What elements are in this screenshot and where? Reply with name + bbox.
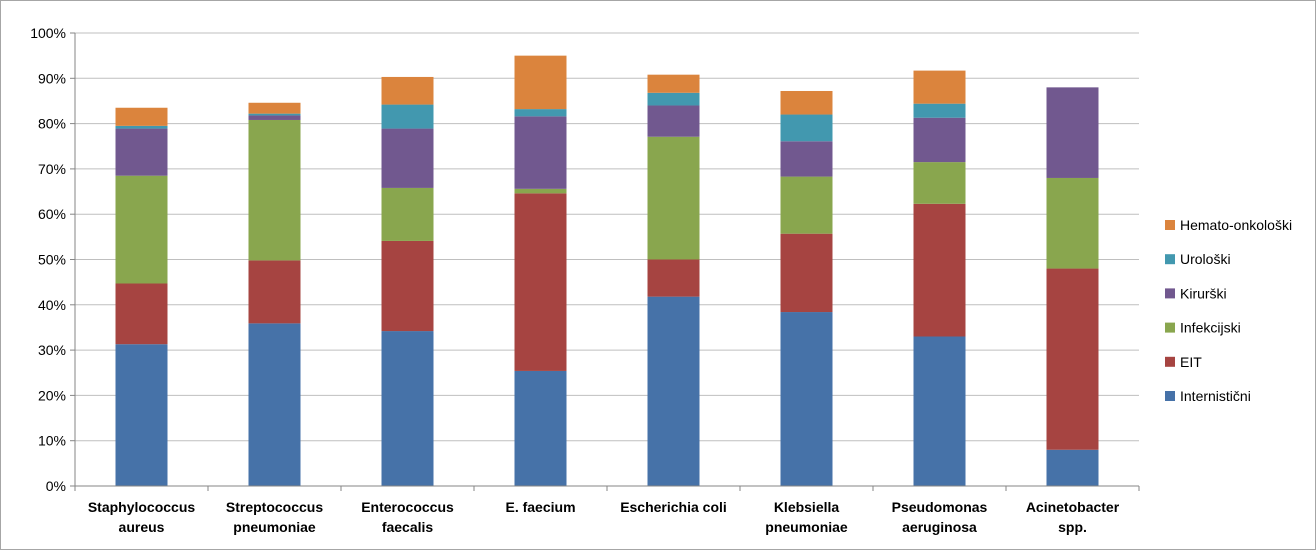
bar-segment-kiru-ki bbox=[647, 105, 700, 137]
legend-swatch bbox=[1165, 356, 1175, 367]
legend-swatch bbox=[1165, 391, 1175, 401]
x-category-label: Enterococcus faecalis bbox=[361, 499, 454, 535]
x-category-label: Escherichia coli bbox=[620, 499, 727, 515]
x-category-label: Acinetobacter spp. bbox=[1026, 499, 1120, 535]
bar-segment-urolo-ki bbox=[248, 113, 301, 116]
bar-segment-internisti-ni bbox=[381, 331, 434, 486]
bar-segment-hemato-onkolo-ki bbox=[913, 70, 966, 104]
y-tick-label: 40% bbox=[38, 297, 66, 313]
bar-segment-internisti-ni bbox=[913, 336, 966, 486]
bar-segment-infekcijski bbox=[913, 162, 966, 204]
bar-segment-hemato-onkolo-ki bbox=[248, 102, 301, 114]
bar-segment-urolo-ki bbox=[381, 104, 434, 129]
bar-segment-internisti-ni bbox=[115, 344, 168, 486]
bar-segment-internisti-ni bbox=[1046, 449, 1099, 486]
bar-segment-urolo-ki bbox=[115, 125, 168, 129]
legend-swatch bbox=[1165, 288, 1175, 299]
bar-segment-internisti-ni bbox=[514, 370, 567, 486]
bar-segment-eit bbox=[514, 193, 567, 371]
bar-segment-eit bbox=[115, 283, 168, 345]
y-tick-label: 60% bbox=[38, 206, 66, 222]
legend-label: Kirurški bbox=[1180, 285, 1227, 301]
x-category-label: E. faecium bbox=[505, 499, 575, 515]
bar-segment-eit bbox=[780, 233, 833, 313]
legend: Hemato-onkološki Urološki Kirurški Infekcij… bbox=[1165, 217, 1292, 404]
bar-segment-infekcijski bbox=[647, 136, 700, 260]
bar-segment-eit bbox=[1046, 268, 1099, 450]
bar-segment-urolo-ki bbox=[647, 92, 700, 106]
bar-segment-infekcijski bbox=[1046, 177, 1099, 269]
legend-swatch bbox=[1165, 254, 1175, 265]
bar-segment-eit bbox=[647, 259, 700, 297]
legend-label: EIT bbox=[1180, 354, 1202, 370]
bar-segment-internisti-ni bbox=[248, 323, 301, 486]
bar-segment-kiru-ki bbox=[913, 117, 966, 163]
bar-segment-eit bbox=[248, 260, 301, 324]
bar-segment-urolo-ki bbox=[913, 103, 966, 118]
x-category-label: Pseudomonas aeruginosa bbox=[892, 499, 988, 535]
bar-segment-eit bbox=[913, 203, 966, 337]
bar-segment-kiru-ki bbox=[381, 128, 434, 188]
y-tick-label: 30% bbox=[38, 342, 66, 358]
y-tick-label: 90% bbox=[38, 70, 66, 86]
bar-segment-internisti-ni bbox=[647, 296, 700, 486]
bar-segment-kiru-ki bbox=[248, 115, 301, 120]
bar-segment-eit bbox=[381, 240, 434, 332]
y-tick-label: 20% bbox=[38, 387, 66, 403]
y-tick-label: 10% bbox=[38, 433, 66, 449]
bar-segment-infekcijski bbox=[780, 176, 833, 234]
legend-swatch bbox=[1165, 322, 1175, 333]
y-tick-label: 50% bbox=[38, 252, 66, 268]
legend-label: Internistični bbox=[1180, 388, 1251, 404]
x-category-label: Klebsiella pneumoniae bbox=[765, 499, 848, 535]
legend-label: Infekcijski bbox=[1180, 320, 1241, 336]
bar-segment-urolo-ki bbox=[780, 114, 833, 142]
bar-segment-kiru-ki bbox=[514, 116, 567, 189]
bar-segment-infekcijski bbox=[381, 187, 434, 241]
axes: 0% 10% 20% 30% 40% 50% 60% 70% 80% 90% 100% Staphyl… bbox=[30, 25, 1140, 535]
legend-swatch bbox=[1165, 220, 1175, 230]
gridlines bbox=[75, 32, 1139, 442]
y-tick-label: 0% bbox=[46, 478, 66, 494]
bar-segment-hemato-onkolo-ki bbox=[381, 76, 434, 105]
legend-label: Hemato-onkološki bbox=[1180, 217, 1292, 233]
bar-segment-hemato-onkolo-ki bbox=[647, 74, 700, 93]
bar-segment-infekcijski bbox=[115, 175, 168, 284]
y-tick-label: 70% bbox=[38, 161, 66, 177]
x-category-label: Streptococcus pneumoniae bbox=[226, 499, 323, 535]
bar-segment-hemato-onkolo-ki bbox=[514, 55, 567, 110]
bar-segment-infekcijski bbox=[248, 119, 301, 261]
y-tick-label: 80% bbox=[38, 116, 66, 132]
bar-segment-kiru-ki bbox=[1046, 87, 1099, 178]
x-category-label: Staphylococcus aureus bbox=[88, 499, 196, 535]
legend-label: Urološki bbox=[1180, 251, 1231, 267]
bar-segment-infekcijski bbox=[514, 188, 567, 194]
bar-segment-hemato-onkolo-ki bbox=[115, 107, 168, 126]
bar-segment-internisti-ni bbox=[780, 312, 833, 486]
bar-segment-urolo-ki bbox=[514, 109, 567, 117]
y-tick-label: 100% bbox=[30, 25, 66, 41]
bars bbox=[115, 55, 1099, 486]
bar-segment-hemato-onkolo-ki bbox=[780, 90, 833, 115]
bar-segment-kiru-ki bbox=[780, 141, 833, 177]
bar-segment-kiru-ki bbox=[115, 128, 168, 176]
